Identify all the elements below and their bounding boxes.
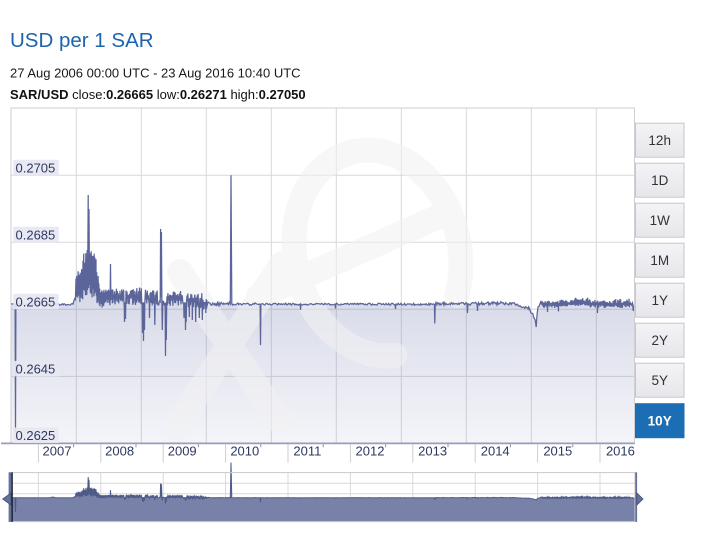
svg-text:2014: 2014 bbox=[481, 444, 510, 459]
svg-text:USD per 1 SAR: USD per 1 SAR bbox=[10, 29, 154, 52]
svg-text:2008: 2008 bbox=[105, 444, 134, 459]
svg-text:2Y: 2Y bbox=[651, 333, 668, 348]
svg-text:2007: 2007 bbox=[43, 444, 72, 459]
svg-text:27 Aug 2006 00:00 UTC - 23 Aug: 27 Aug 2006 00:00 UTC - 23 Aug 2016 10:4… bbox=[10, 66, 301, 81]
svg-text:1D: 1D bbox=[651, 173, 669, 188]
svg-text:10Y: 10Y bbox=[648, 414, 672, 429]
svg-text:12h: 12h bbox=[648, 133, 671, 148]
svg-text:2015: 2015 bbox=[543, 444, 572, 459]
svg-text:2012: 2012 bbox=[356, 444, 385, 459]
svg-text:2010: 2010 bbox=[230, 444, 259, 459]
svg-text:0.2685: 0.2685 bbox=[16, 227, 56, 242]
svg-text:0.2625: 0.2625 bbox=[16, 428, 56, 443]
svg-text:1M: 1M bbox=[650, 253, 669, 268]
svg-text:2016: 2016 bbox=[606, 444, 635, 459]
svg-text:2013: 2013 bbox=[418, 444, 447, 459]
svg-text:SAR/USD close:0.26665 low:0.26: SAR/USD close:0.26665 low:0.26271 high:0… bbox=[10, 87, 306, 102]
svg-text:5Y: 5Y bbox=[651, 373, 668, 388]
svg-text:2011: 2011 bbox=[293, 444, 321, 459]
svg-text:2009: 2009 bbox=[168, 444, 197, 459]
svg-text:1W: 1W bbox=[650, 213, 671, 228]
svg-text:0.2665: 0.2665 bbox=[16, 294, 56, 309]
svg-text:0.2705: 0.2705 bbox=[16, 160, 56, 175]
svg-text:1Y: 1Y bbox=[651, 293, 668, 308]
svg-text:0.2645: 0.2645 bbox=[16, 361, 56, 376]
